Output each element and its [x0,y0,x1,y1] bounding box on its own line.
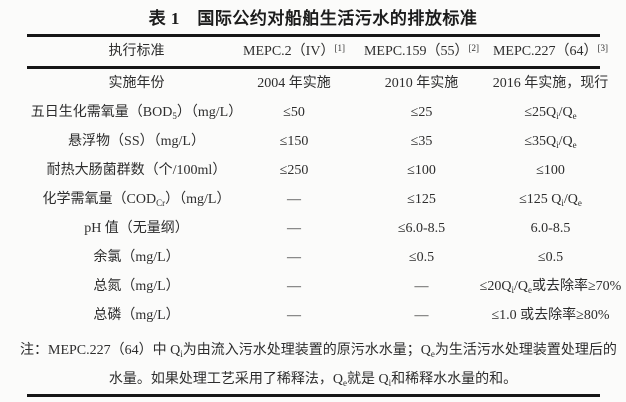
table-header-row: 执行标准 MEPC.2（IV）[1] MEPC.159（55）[2] MEPC.… [27,37,609,66]
param-label-cell: 总氮（mg/L） [93,279,180,294]
value-cell: ≤100 [536,163,565,178]
header-cell-mepc2: MEPC.2（IV）[1] [243,42,345,59]
bottom-rule [26,394,600,397]
value-cell: ≤125 Qi/Qe [519,192,582,208]
param-label-cell: 化学需氧量（CODCr）（mg/L） [42,192,231,208]
value-cell: ≤125 [407,192,436,207]
header-rule [26,66,600,69]
value-cell: 2010 年实施 [384,76,459,91]
param-label-cell: 余氯（mg/L） [93,250,180,265]
param-label-cell: 五日生化需氧量（BOD5）（mg/L） [30,105,243,121]
table-row: 实施年份 2004 年实施 2010 年实施 2016 年实施，现行 [27,69,609,98]
value-cell: ≤35 [410,134,433,149]
value-cell: — [414,308,429,323]
table-row: 总磷（mg/L） — — ≤1.0 或去除率≥80% [27,301,609,330]
table-row: 化学需氧量（CODCr）（mg/L） — ≤125 ≤125 Qi/Qe [27,185,600,214]
table-body: 实施年份 2004 年实施 2010 年实施 2016 年实施，现行五日生化需氧量（B… [27,69,622,330]
header-cell-mepc227: MEPC.227（64）[3] [492,42,609,59]
value-cell: — [287,250,301,265]
value-cell: ≤50 [283,105,305,120]
param-label-cell: pH 值（无量纲） [84,221,189,236]
value-cell: — [287,308,301,323]
param-label-cell: 耐热大肠菌群数（个/100ml） [46,163,227,178]
standards-table: 执行标准 MEPC.2（IV）[1] MEPC.159（55）[2] MEPC.… [27,37,609,66]
value-cell: ≤6.0-8.5 [397,221,446,236]
value-cell: ≤0.5 [537,250,564,265]
value-cell: ≤150 [279,134,309,149]
header-cell-standard: 执行标准 [108,44,165,59]
table-row: 耐热大肠菌群数（个/100ml） ≤250 ≤100 ≤100 [27,156,600,185]
table-title: 表 1 国际公约对船舶生活污水的排放标准 [148,9,478,28]
param-label-cell: 总磷（mg/L） [93,308,180,323]
table-row: pH 值（无量纲） — ≤6.0-8.5 6.0-8.5 [27,214,600,243]
value-cell: ≤0.5 [408,250,435,265]
table-row: 余氯（mg/L） — ≤0.5 ≤0.5 [27,243,600,272]
value-cell: ≤35Qi/Qe [524,134,577,150]
table-row: 五日生化需氧量（BOD5）（mg/L） ≤50 ≤25 ≤25Qi/Qe [27,98,600,127]
param-label-cell: 悬浮物（SS）（mg/L） [68,134,205,149]
value-cell: ≤25 [410,105,433,120]
value-cell: 2016 年实施，现行 [492,76,609,91]
value-cell: ≤100 [407,163,436,178]
value-cell: ≤250 [279,163,309,178]
footnote-line-1: 注：MEPC.227（64）中 Qi为由流入污水处理装置的原污水水量；Qe为生活… [20,343,617,359]
table-footnote: 注：MEPC.227（64）中 Qi为由流入污水处理装置的原污水水量；Qe为生活… [20,336,617,394]
value-cell: — [287,192,301,207]
value-cell: 2004 年实施 [257,76,331,91]
table-row: 总氮（mg/L） — — ≤20Qi/Qe或去除率≥70% [27,272,621,301]
value-cell: ≤1.0 或去除率≥80% [491,308,610,323]
value-cell: 6.0-8.5 [530,221,571,236]
value-cell: — [414,279,429,294]
value-cell: ≤20Qi/Qe或去除率≥70% [479,279,622,295]
footnote-line-2: 水量。如果处理工艺采用了稀释法，Qe就是 Qi和稀释水水量的和。 [108,372,518,388]
table-row: 悬浮物（SS）（mg/L） ≤150 ≤35 ≤35Qi/Qe [27,127,600,156]
value-cell: ≤25Qi/Qe [524,105,577,121]
value-cell: — [287,279,301,294]
top-rule [26,34,600,37]
value-cell: — [287,221,301,236]
param-label-cell: 实施年份 [108,76,165,91]
header-cell-mepc159: MEPC.159（55）[2] [363,42,480,59]
